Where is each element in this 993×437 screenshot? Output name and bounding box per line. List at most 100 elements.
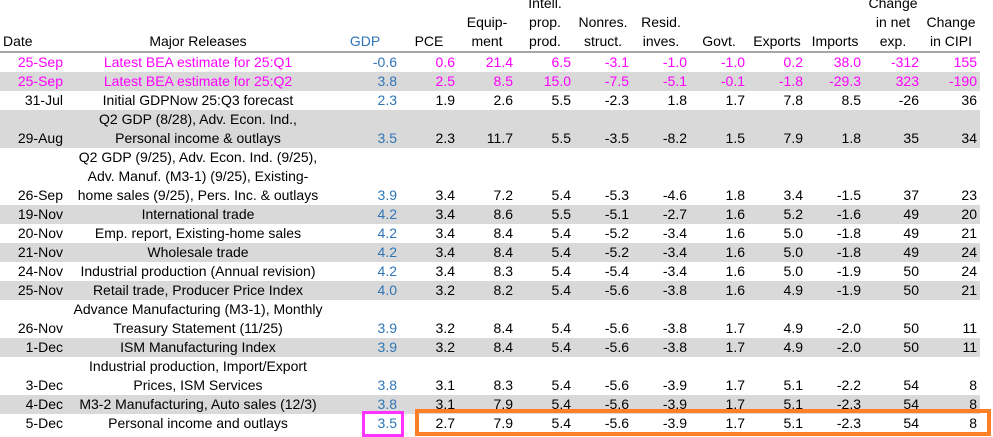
release-cell: Wholesale trade xyxy=(66,243,330,262)
change-net-exp-cell: 50 xyxy=(864,281,922,300)
change-net-exp-cell: 35 xyxy=(864,110,922,148)
pce-cell: 2.5 xyxy=(400,72,458,91)
govt-cell: 1.6 xyxy=(690,281,748,300)
govt-cell: 1.6 xyxy=(690,243,748,262)
table-row: 25-Sep Latest BEA estimate for 25:Q1 -0.6 0… xyxy=(0,52,980,72)
nonres-struct-cell: -3.1 xyxy=(604,54,629,70)
column-header-equipment: Equip-ment xyxy=(466,14,508,49)
change-cipi-cell: 24 xyxy=(922,243,980,262)
gdp-cell: -0.6 xyxy=(372,54,397,70)
table-row: 26-Nov Advance Manufacturing (M3-1), Mont… xyxy=(0,300,980,338)
date-cell: 29-Aug xyxy=(0,110,66,148)
highlight-box-gdp xyxy=(362,411,404,437)
column-header-gdp: GDP xyxy=(349,33,381,49)
gdp-cell: 2.3 xyxy=(377,92,397,108)
column-header-major-releases: Major Releases xyxy=(149,33,247,49)
change-net-exp-cell: 37 xyxy=(903,187,919,203)
change-net-exp-cell: 50 xyxy=(903,320,919,336)
exports-cell: 5.0 xyxy=(748,243,806,262)
imports-cell: 38.0 xyxy=(833,54,861,70)
equipment-cell: 7.2 xyxy=(493,187,513,203)
release-cell: Latest BEA estimate for 25:Q1 xyxy=(103,54,293,70)
change-net-exp-cell: 49 xyxy=(864,205,922,224)
date-cell: 1-Dec xyxy=(0,338,66,357)
exports-cell: 5.1 xyxy=(783,415,803,431)
change-net-exp-cell: 54 xyxy=(903,377,919,393)
govt-cell: 1.5 xyxy=(690,110,748,148)
change-cipi-cell: 36 xyxy=(961,92,977,108)
pce-cell: 3.4 xyxy=(435,263,455,279)
column-header-resid-inves: Resid. inves. xyxy=(641,14,681,49)
intell-prop-prod-cell: 5.4 xyxy=(551,263,571,279)
release-cell: Latest BEA estimate for 25:Q2 xyxy=(66,72,330,91)
change-net-exp-cell: -312 xyxy=(890,54,919,70)
column-header-exports: Exports xyxy=(753,33,801,49)
intell-prop-prod-cell: 15.0 xyxy=(516,72,574,91)
intell-prop-prod-cell: 5.4 xyxy=(516,281,574,300)
equipment-cell: 8.2 xyxy=(458,281,516,300)
intell-prop-prod-cell: 5.4 xyxy=(551,377,571,393)
release-cell: Industrial production (Annual revision) xyxy=(80,263,316,279)
release-cell: International trade xyxy=(66,205,330,224)
gdp-cell: 3.9 xyxy=(377,320,397,336)
gdp-cell: 3.8 xyxy=(330,72,400,91)
pce-cell: 3.4 xyxy=(435,225,455,241)
date-cell: 3-Dec xyxy=(25,377,63,393)
column-header-govt: Govt. xyxy=(702,33,736,49)
equipment-cell: 8.4 xyxy=(493,320,513,336)
pce-cell: 0.6 xyxy=(435,54,455,70)
release-cell: Industrial production, Import/Export Pric… xyxy=(89,358,307,393)
equipment-cell: 8.4 xyxy=(458,338,516,357)
change-net-exp-cell: 323 xyxy=(864,72,922,91)
date-cell: 5-Dec xyxy=(25,415,63,431)
column-header-intell-prop-prod: Intell. prop. prod. xyxy=(528,0,562,49)
resid-inves-cell: -3.4 xyxy=(662,225,687,241)
govt-cell: 1.7 xyxy=(725,320,745,336)
release-cell: Initial GDPNow 25:Q3 forecast xyxy=(102,92,294,108)
exports-cell: 5.0 xyxy=(783,263,803,279)
nonres-struct-cell: -5.6 xyxy=(574,281,632,300)
govt-cell: 1.7 xyxy=(725,415,745,431)
imports-cell: -1.8 xyxy=(806,243,864,262)
pce-cell: 3.2 xyxy=(435,320,455,336)
gdp-cell: 4.2 xyxy=(377,225,397,241)
gdp-cell: 4.2 xyxy=(330,205,400,224)
table-row: 21-Nov Wholesale trade 4.2 3.4 8.4 5.4 -5.2 -3.… xyxy=(0,243,980,262)
table-row: 3-Dec Industrial production, Import/Expor… xyxy=(0,357,980,395)
date-cell: 19-Nov xyxy=(0,205,66,224)
change-cipi-cell: 8 xyxy=(969,415,977,431)
equipment-cell: 21.4 xyxy=(485,54,513,70)
date-cell: 26-Sep xyxy=(17,187,63,203)
change-cipi-cell: 11 xyxy=(922,338,980,357)
change-cipi-cell: 23 xyxy=(961,187,977,203)
imports-cell: -1.6 xyxy=(806,205,864,224)
date-cell: 26-Nov xyxy=(17,320,63,336)
gdp-cell: 3.9 xyxy=(330,338,400,357)
release-cell: Retail trade, Producer Price Index xyxy=(66,281,330,300)
table-row: 26-Sep Q2 GDP (9/25), Adv. Econ. Ind. (9/… xyxy=(0,148,980,205)
change-cipi-cell: 8 xyxy=(969,377,977,393)
resid-inves-cell: -3.9 xyxy=(662,415,687,431)
resid-inves-cell: -4.6 xyxy=(662,187,687,203)
gdp-cell: 3.9 xyxy=(377,187,397,203)
date-cell: 25-Sep xyxy=(17,54,63,70)
change-cipi-cell: 34 xyxy=(922,110,980,148)
change-cipi-cell: 24 xyxy=(961,263,977,279)
change-cipi-cell: 20 xyxy=(922,205,980,224)
exports-cell: 4.9 xyxy=(748,338,806,357)
change-net-exp-cell: 50 xyxy=(864,338,922,357)
gdp-cell: 4.0 xyxy=(330,281,400,300)
imports-cell: 8.5 xyxy=(841,92,861,108)
date-cell: 21-Nov xyxy=(0,243,66,262)
gdp-cell: 3.5 xyxy=(377,415,397,431)
intell-prop-prod-cell: 5.5 xyxy=(551,92,571,108)
exports-cell: 7.8 xyxy=(783,92,803,108)
change-net-exp-cell: -26 xyxy=(898,92,919,108)
nonres-struct-cell: -5.6 xyxy=(604,415,629,431)
table-row: 29-Aug Q2 GDP (8/28), Adv. Econ. Ind., Per… xyxy=(0,110,980,148)
equipment-cell: 8.3 xyxy=(493,263,513,279)
nonres-struct-cell: -5.6 xyxy=(604,377,629,393)
govt-cell: 1.7 xyxy=(690,338,748,357)
equipment-cell: 2.6 xyxy=(493,92,513,108)
change-net-exp-cell: 50 xyxy=(903,263,919,279)
